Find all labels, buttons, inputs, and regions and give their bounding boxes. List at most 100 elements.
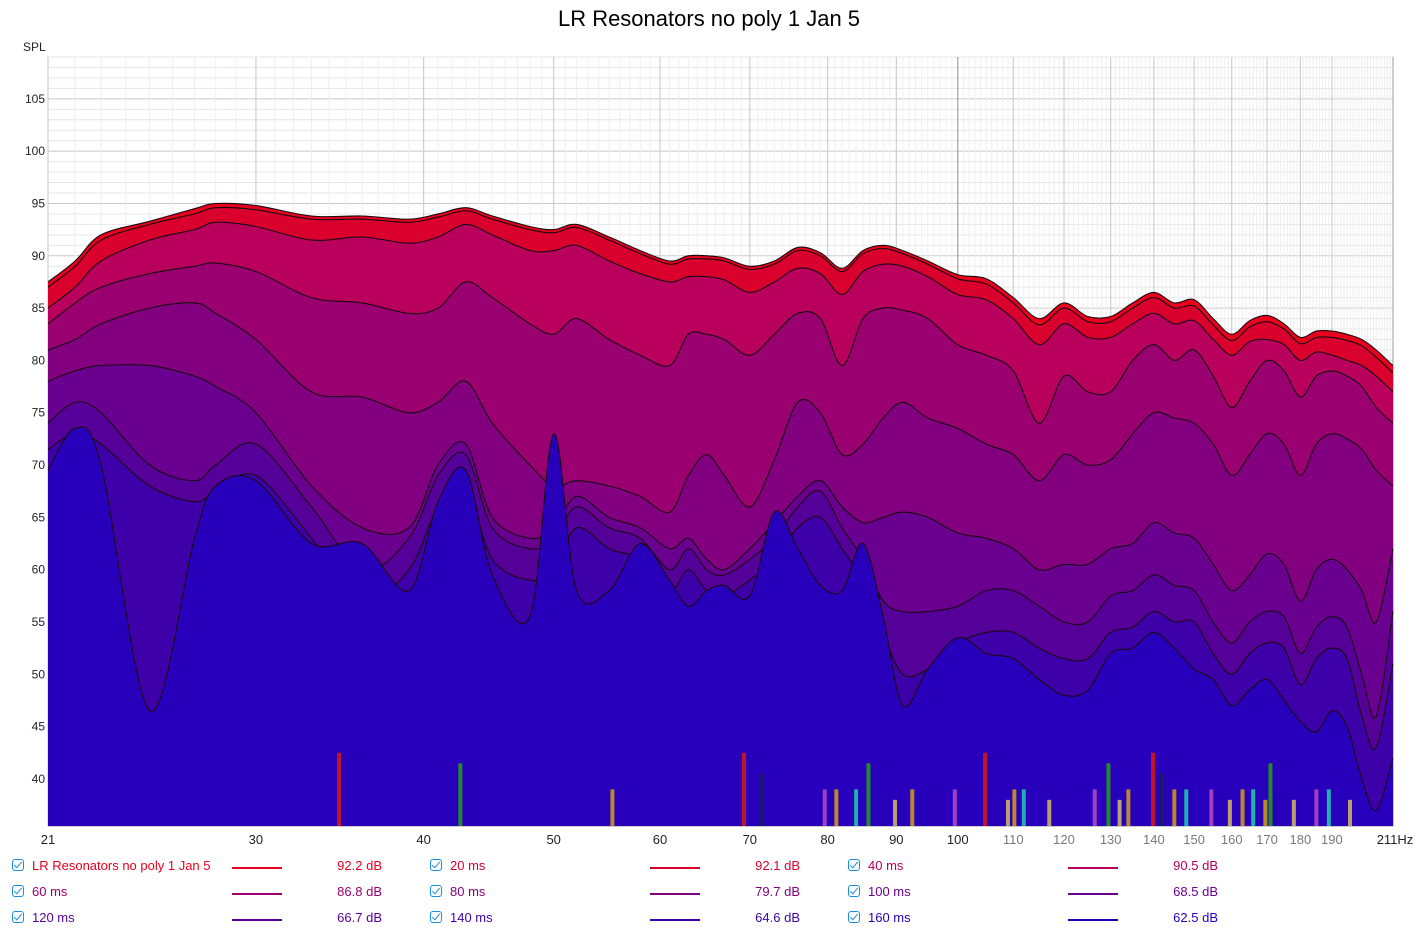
spl-chart: 40 45 50 55 60 65 70 75 80 85 90 95 100 105 SPL 21 30 40 5… <box>23 40 1413 847</box>
x-tick-label: 130 <box>1100 832 1122 847</box>
y-tick-label: 55 <box>32 615 46 629</box>
x-tick-label: 50 <box>546 832 560 847</box>
marker-bar <box>1117 799 1122 826</box>
x-tick-label: 70 <box>743 832 757 847</box>
x-tick-label: 60 <box>653 832 667 847</box>
marker-bar <box>337 752 342 826</box>
legend-item[interactable]: 140 ms 64.6 dB <box>430 908 830 928</box>
legend-value: 79.7 dB <box>755 884 800 899</box>
x-tick-label: 150 <box>1183 832 1205 847</box>
x-tick-label: 180 <box>1290 832 1312 847</box>
x-tick-label: 170 <box>1256 832 1278 847</box>
y-tick-label: 50 <box>32 667 46 681</box>
legend-checkbox[interactable] <box>430 911 442 923</box>
y-tick-label: 70 <box>32 458 46 472</box>
legend-value: 62.5 dB <box>1173 910 1218 925</box>
legend-checkbox[interactable] <box>12 859 24 871</box>
marker-bar <box>760 773 765 826</box>
legend-item[interactable]: 20 ms 92.1 dB <box>430 856 830 876</box>
axes: 40 45 50 55 60 65 70 75 80 85 90 95 100 105 SPL 21 30 40 5… <box>23 40 1413 847</box>
marker-bar <box>741 752 746 826</box>
legend-item[interactable]: 40 ms 90.5 dB <box>848 856 1248 876</box>
marker-bar <box>1012 789 1017 826</box>
legend-item[interactable]: 120 ms 66.7 dB <box>12 908 412 928</box>
marker-bar <box>1251 789 1256 826</box>
y-tick-label: 75 <box>32 406 46 420</box>
x-tick-label: 211Hz <box>1377 832 1414 847</box>
marker-bar <box>1092 789 1097 826</box>
legend-label: 80 ms <box>450 884 486 899</box>
legend-checkbox[interactable] <box>430 859 442 871</box>
legend-item[interactable]: 60 ms 86.8 dB <box>12 882 412 902</box>
legend-swatch <box>232 893 282 895</box>
legend-checkbox[interactable] <box>12 885 24 897</box>
x-tick-label: 100 <box>947 832 969 847</box>
legend-item[interactable]: 100 ms 68.5 dB <box>848 882 1248 902</box>
y-tick-label: 40 <box>32 772 46 786</box>
series-area-8 <box>48 427 1393 826</box>
series-line-0 <box>47 202 1394 367</box>
marker-bar <box>1209 789 1214 826</box>
legend-label: 100 ms <box>868 884 911 899</box>
marker-bar <box>1348 799 1353 826</box>
y-tick-label: 60 <box>32 563 46 577</box>
series-line-1 <box>47 206 1394 374</box>
series-line-6 <box>47 401 1394 719</box>
marker-bar <box>983 752 988 826</box>
marker-bar <box>1268 763 1273 826</box>
legend-checkbox[interactable] <box>430 885 442 897</box>
series-line-8 <box>47 426 1394 812</box>
y-tick-label: 100 <box>25 144 45 158</box>
marker-bar <box>1227 799 1232 826</box>
marker-bar <box>1263 799 1268 826</box>
legend-checkbox[interactable] <box>848 911 860 923</box>
legend-checkbox[interactable] <box>848 885 860 897</box>
legend-swatch <box>1068 919 1118 921</box>
legend-swatch <box>1068 867 1118 869</box>
x-tick-label: 110 <box>1003 832 1024 847</box>
x-tick-label: 40 <box>416 832 430 847</box>
y-tick-label: 65 <box>32 510 46 524</box>
legend-item[interactable]: 80 ms 79.7 dB <box>430 882 830 902</box>
legend-value: 66.7 dB <box>337 910 382 925</box>
legend: LR Resonators no poly 1 Jan 5 92.2 dB 20 m… <box>0 852 1418 932</box>
series-areas <box>47 202 1394 827</box>
legend-value: 68.5 dB <box>1173 884 1218 899</box>
legend-item[interactable]: 160 ms 62.5 dB <box>848 908 1248 928</box>
x-tick-label: 80 <box>820 832 834 847</box>
series-line-2 <box>47 221 1394 393</box>
marker-bar <box>952 789 957 826</box>
marker-bar <box>1314 789 1319 826</box>
marker-bar <box>854 789 859 826</box>
legend-checkbox[interactable] <box>848 859 860 871</box>
marker-bar <box>910 789 915 826</box>
x-tick-label: 30 <box>249 832 263 847</box>
marker-bar <box>1240 789 1245 826</box>
legend-value: 86.8 dB <box>337 884 382 899</box>
x-tick-label: 21 <box>41 832 55 847</box>
legend-label: 120 ms <box>32 910 75 925</box>
x-tick-label: 160 <box>1221 832 1243 847</box>
legend-swatch <box>650 893 700 895</box>
marker-bar <box>893 799 898 826</box>
y-tick-label: 95 <box>32 196 46 210</box>
legend-label: 40 ms <box>868 858 904 873</box>
legend-label: 60 ms <box>32 884 68 899</box>
y-tick-label: 45 <box>32 720 46 734</box>
legend-swatch <box>650 867 700 869</box>
marker-bar <box>458 763 463 826</box>
legend-value: 92.2 dB <box>337 858 382 873</box>
legend-value: 92.1 dB <box>755 858 800 873</box>
marker-bar <box>1291 799 1296 826</box>
legend-label: 140 ms <box>450 910 493 925</box>
legend-item[interactable]: LR Resonators no poly 1 Jan 5 92.2 dB <box>12 856 412 876</box>
legend-swatch <box>650 919 700 921</box>
legend-checkbox[interactable] <box>12 911 24 923</box>
x-tick-label: 90 <box>889 832 903 847</box>
marker-bar <box>822 789 827 826</box>
series-line-4 <box>47 302 1394 514</box>
legend-label: 160 ms <box>868 910 911 925</box>
marker-bar <box>1021 789 1026 826</box>
legend-swatch <box>232 919 282 921</box>
marker-bar <box>1047 799 1052 826</box>
